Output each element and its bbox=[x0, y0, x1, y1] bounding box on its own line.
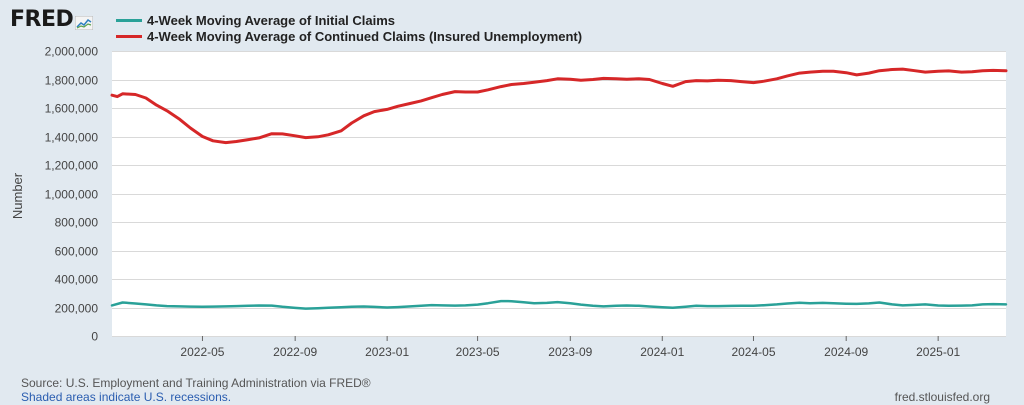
y-tick-label: 1,600,000 bbox=[45, 102, 99, 116]
y-tick-label: 400,000 bbox=[55, 273, 99, 287]
x-tick-label: 2025-01 bbox=[916, 345, 960, 359]
x-tick-label: 2023-05 bbox=[456, 345, 500, 359]
fred-logo-text: FRED bbox=[10, 7, 74, 32]
y-tick-label: 200,000 bbox=[55, 302, 99, 316]
x-tick-label: 2024-09 bbox=[824, 345, 868, 359]
y-axis-ticks: 0 200,000 400,000 600,000 800,000 1,000,000 1,… bbox=[45, 45, 99, 344]
series-lines bbox=[110, 67, 1008, 310]
y-tick-label: 0 bbox=[91, 330, 98, 344]
chart-header: FRED 4-Week Moving Average of Initial Cl… bbox=[8, 6, 1008, 46]
grid-lines bbox=[112, 51, 1006, 337]
legend-label-initial-claims: 4-Week Moving Average of Initial Claims bbox=[147, 12, 396, 28]
x-tick-label: 2024-01 bbox=[640, 345, 684, 359]
y-axis-title: Number bbox=[10, 172, 25, 219]
y-tick-label: 1,800,000 bbox=[45, 74, 99, 88]
x-tick-label: 2024-05 bbox=[731, 345, 775, 359]
plot-area bbox=[112, 51, 1006, 336]
footer-left: Source: U.S. Employment and Training Adm… bbox=[21, 376, 371, 404]
x-tick-label: 2022-05 bbox=[180, 345, 224, 359]
legend-item-continued-claims[interactable]: 4-Week Moving Average of Continued Claim… bbox=[116, 28, 582, 44]
legend-item-initial-claims[interactable]: 4-Week Moving Average of Initial Claims bbox=[116, 12, 395, 28]
line-graph-icon bbox=[75, 16, 94, 30]
x-tick-label: 2022-09 bbox=[273, 345, 317, 359]
line-chart[interactable]: 0 200,000 400,000 600,000 800,000 1,000,000 1,… bbox=[0, 0, 1024, 370]
site-link[interactable]: fred.stlouisfed.org bbox=[894, 390, 990, 404]
y-tick-label: 1,000,000 bbox=[45, 188, 99, 202]
x-axis-ticks: 2022-05 2022-09 2023-01 2023-05 2023-09 2024-… bbox=[180, 336, 961, 359]
x-tick-label: 2023-01 bbox=[365, 345, 409, 359]
source-text: Source: U.S. Employment and Training Adm… bbox=[21, 376, 371, 390]
continued-claims-line bbox=[110, 67, 1008, 145]
legend-label-continued-claims: 4-Week Moving Average of Continued Claim… bbox=[147, 28, 583, 44]
recession-note-link[interactable]: Shaded areas indicate U.S. recessions. bbox=[21, 390, 232, 404]
y-tick-label: 800,000 bbox=[55, 216, 99, 230]
legend-swatch-continued-claims bbox=[116, 34, 142, 38]
initial-claims-line bbox=[110, 299, 1008, 310]
y-tick-label: 2,000,000 bbox=[45, 45, 99, 59]
y-tick-label: 1,200,000 bbox=[45, 159, 99, 173]
fred-logo[interactable]: FRED bbox=[10, 7, 94, 32]
x-tick-label: 2023-09 bbox=[548, 345, 592, 359]
y-tick-label: 600,000 bbox=[55, 245, 99, 259]
y-tick-label: 1,400,000 bbox=[45, 131, 99, 145]
legend-swatch-initial-claims bbox=[116, 18, 142, 22]
